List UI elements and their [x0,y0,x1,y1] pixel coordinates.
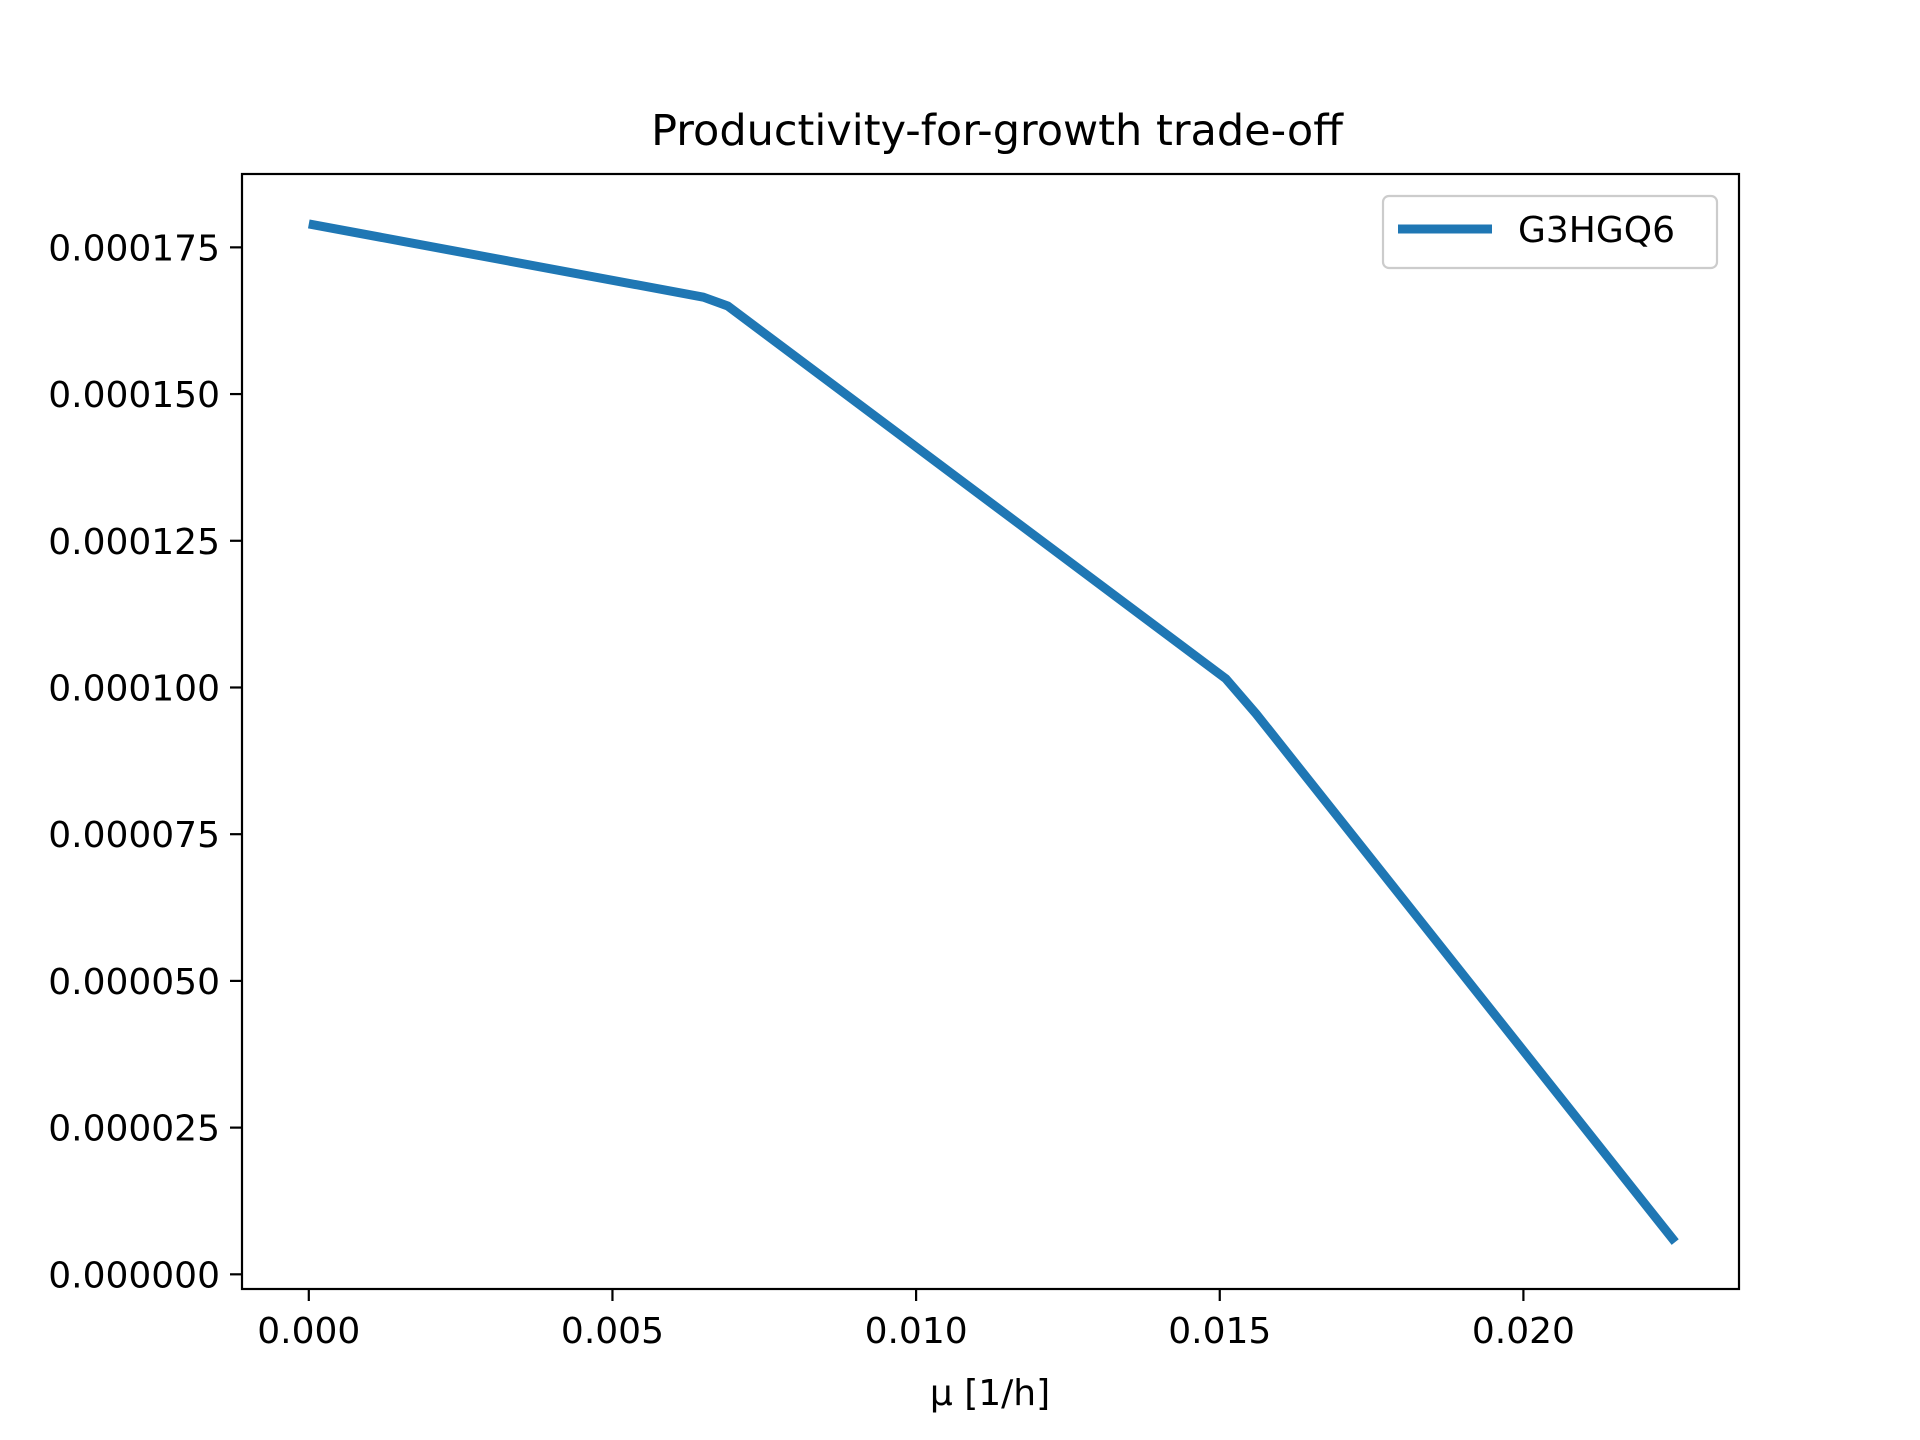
plot-area [307,219,1679,1245]
y-tick-label: 0.000025 [48,1109,220,1150]
legend-box [1381,194,1719,270]
x-axis: 0.000 0.005 0.010 0.015 0.020 [257,1289,1575,1352]
x-tick-label: 0.015 [1168,1311,1271,1352]
x-tick-label: 0.010 [865,1311,968,1352]
series-line-g3hgq6 [307,219,1679,1245]
y-axis: 0.000000 0.000025 0.000050 0.000075 0.000100… [48,228,242,1296]
axes-frame [240,172,1741,1291]
y-tick-label: 0.000125 [48,522,220,563]
x-tick-label: 0.000 [257,1311,360,1352]
x-tick-label: 0.005 [561,1311,664,1352]
legend-label: G3HGQ6 [1518,210,1675,251]
x-axis-label: μ [1/h] [930,1373,1050,1414]
y-tick-label: 0.000175 [48,228,220,269]
x-tick-label: 0.020 [1472,1311,1575,1352]
y-tick-label: 0.000050 [48,962,220,1003]
y-tick-label: 0.000100 [48,668,220,709]
y-tick-label: 0.000000 [48,1255,220,1296]
legend: G3HGQ6 [1381,194,1719,270]
chart-title: Productivity-for-growth trade-off [651,106,1344,156]
y-tick-label: 0.000075 [48,815,220,856]
y-tick-label: 0.000150 [48,375,220,416]
